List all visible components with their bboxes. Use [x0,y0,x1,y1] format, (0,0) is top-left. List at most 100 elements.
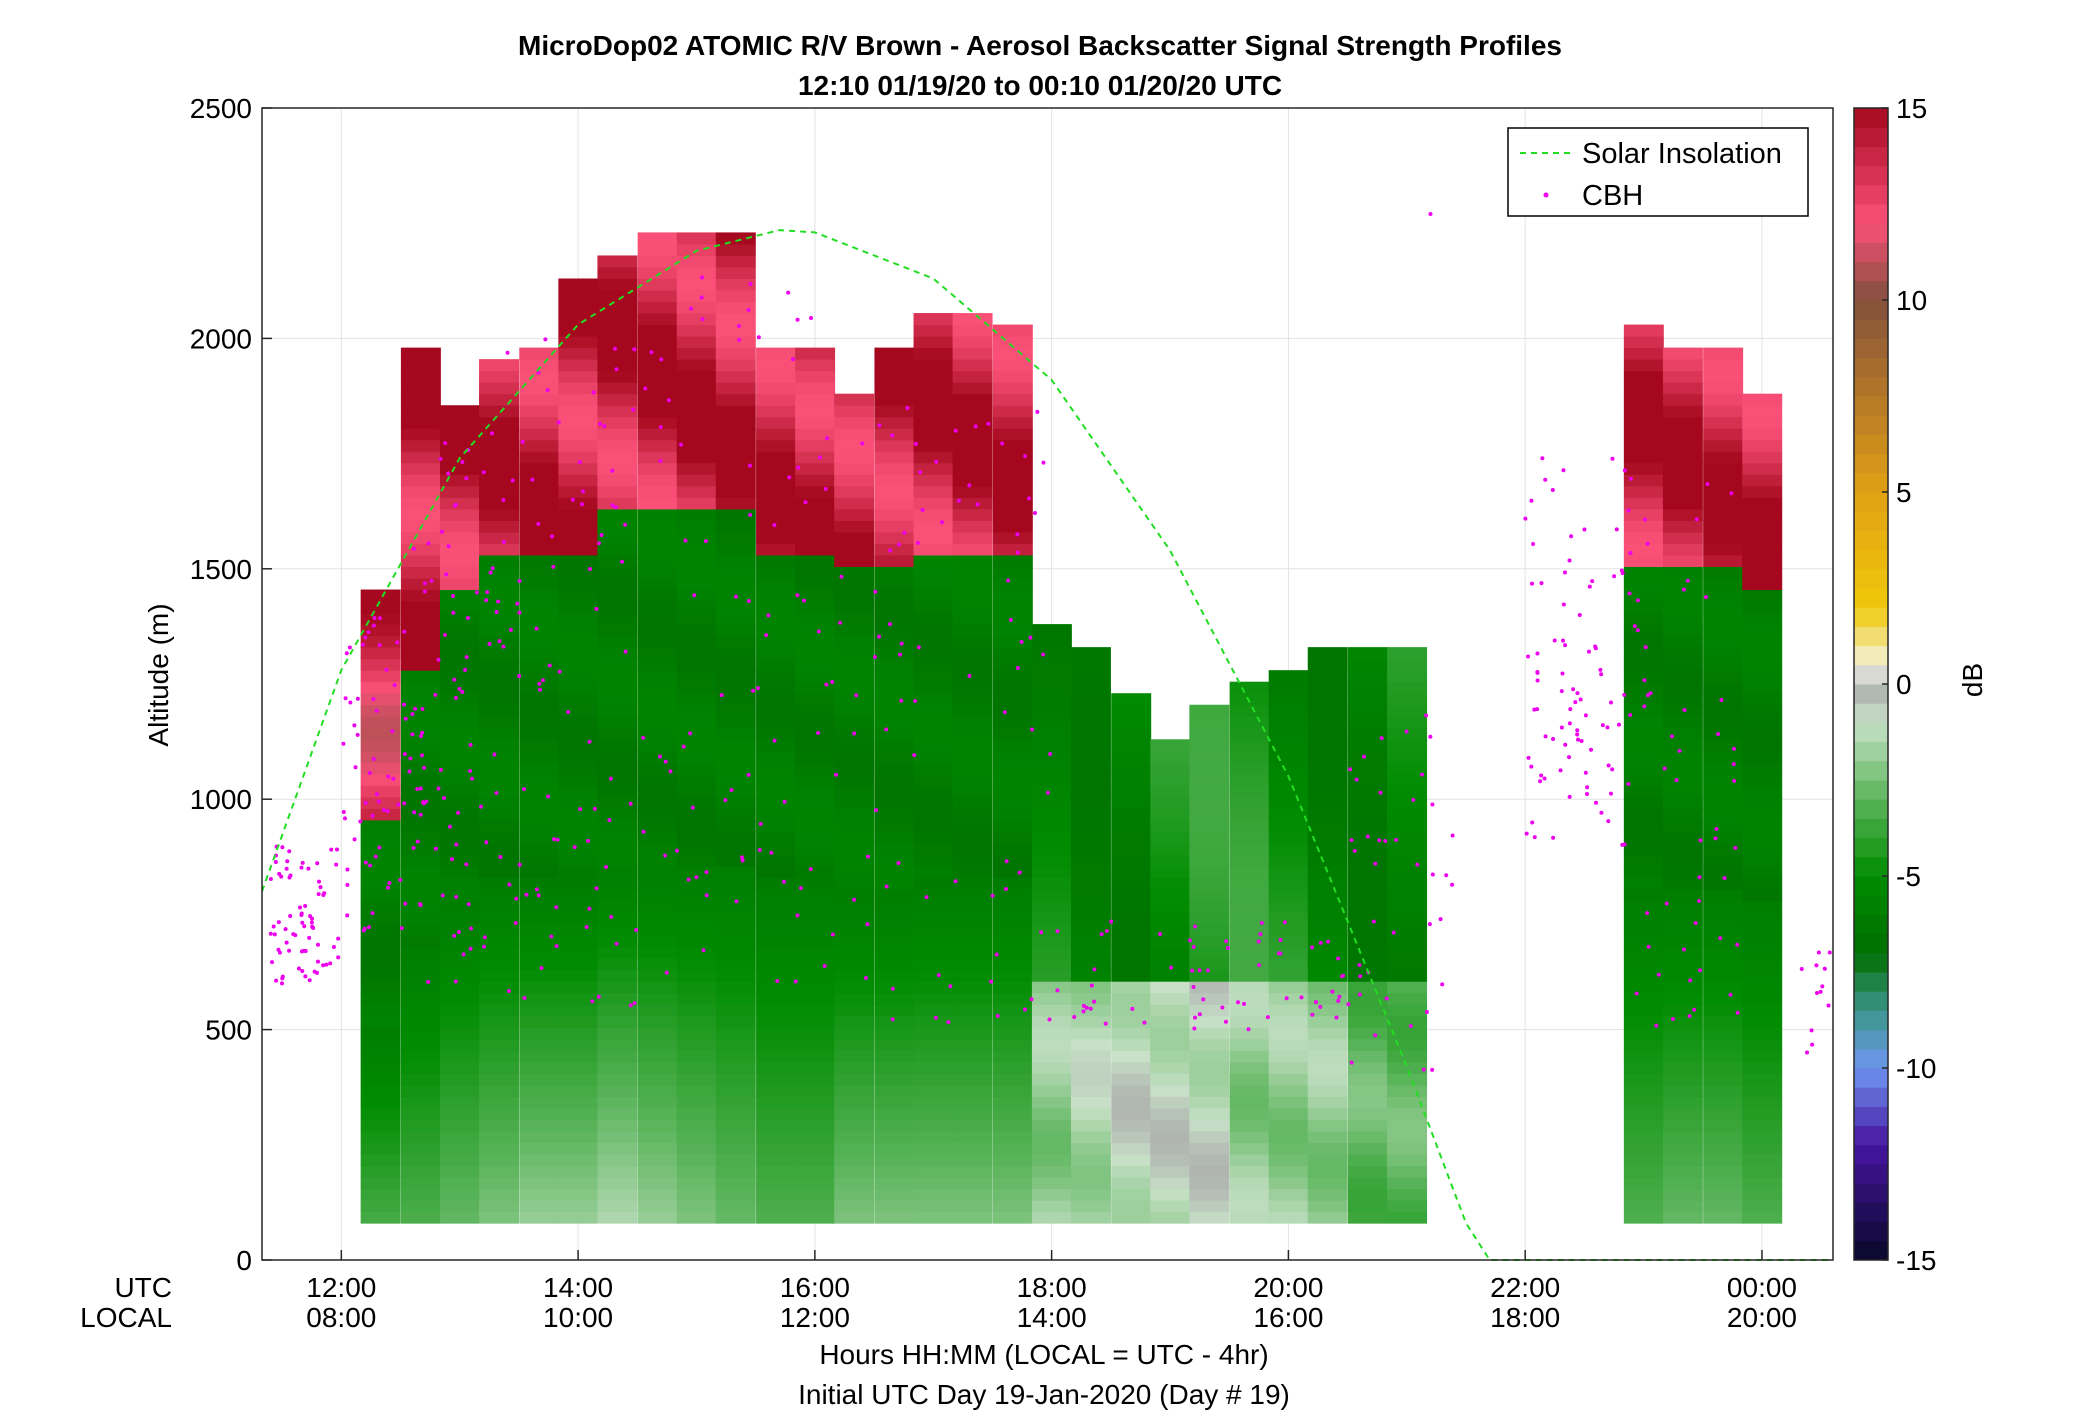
heatmap-cell [597,301,638,314]
heatmap-cell [400,1015,441,1028]
heatmap-cell [558,382,599,395]
heatmap-cell [558,854,599,867]
heatmap-cell [479,508,520,521]
cbh-point [1688,978,1693,983]
cbh-point [453,979,458,984]
heatmap-cell [1150,1119,1191,1132]
cbh-point [796,465,801,470]
y-tick-label: 0 [236,1245,252,1276]
heatmap-cell [558,589,599,602]
heatmap-cell [992,578,1033,591]
heatmap-cell [834,1050,875,1063]
heatmap-cell [1307,1165,1348,1178]
heatmap-cell [715,266,756,279]
heatmap-cell [1348,1142,1388,1155]
heatmap-cell [1623,554,1664,567]
colorbar-segment [1854,204,1888,224]
heatmap-cell [676,739,717,752]
colorbar-tick-label: -15 [1896,1245,1936,1276]
heatmap-cell [676,232,717,245]
heatmap-cell [992,485,1033,498]
heatmap-cell [795,543,836,556]
heatmap-cell [637,670,678,683]
cbh-point [336,936,341,941]
cbh-point [408,756,413,761]
heatmap-cell [992,428,1033,441]
cbh-point [934,459,939,464]
heatmap-cell [479,382,520,395]
heatmap-cell [992,1004,1033,1017]
cbh-point [772,523,777,528]
heatmap-cell [479,935,520,948]
heatmap-cell [558,819,599,832]
heatmap-cell [1623,451,1664,464]
heatmap-cell [676,658,717,671]
heatmap-cell [715,497,756,510]
heatmap-cell [360,785,401,798]
heatmap-cell [400,1027,441,1040]
heatmap-cell [834,485,875,498]
colorbar-segment [1854,837,1888,858]
cbh-point [739,855,744,860]
heatmap-cell [756,635,797,648]
heatmap-cell [1031,1154,1072,1167]
heatmap-cell [1229,1165,1270,1178]
heatmap-cell [676,900,717,913]
heatmap-cell [756,601,797,614]
heatmap-cell [676,1050,717,1063]
heatmap-cell [1742,1096,1783,1109]
heatmap-cell [439,531,480,544]
heatmap-cell [400,969,441,982]
heatmap-cell [1742,1119,1783,1132]
heatmap-cell [1150,900,1191,913]
heatmap-cell [992,819,1033,832]
heatmap-cell [1703,347,1744,360]
heatmap-cell [834,624,875,637]
heatmap-cell [1189,1084,1230,1097]
heatmap-cell [558,912,599,925]
heatmap-cell [1307,693,1348,706]
cbh-point [395,640,400,645]
cbh-point [392,683,397,688]
cbh-point [915,540,920,545]
heatmap-cell [597,1096,638,1109]
cbh-point [737,337,742,342]
cbh-point [1569,534,1574,539]
heatmap-cell [1387,819,1428,832]
heatmap-cell [992,612,1033,625]
heatmap-cell [1742,1038,1783,1051]
colorbar-segment [1854,588,1888,608]
cbh-point [1526,654,1531,659]
heatmap-cell [1623,1073,1664,1086]
heatmap-cell [913,912,954,925]
heatmap-cell [756,923,797,936]
heatmap-cell [597,969,638,982]
cbh-point [1430,1067,1435,1072]
cbh-point [1567,755,1572,760]
heatmap-cell [992,1154,1033,1167]
cbh-point [415,839,420,844]
colorbar-segment [1854,165,1888,186]
heatmap-cell [1070,1200,1111,1213]
cbh-point [1578,697,1583,702]
heatmap-cell [913,612,954,625]
heatmap-cell [479,520,520,533]
heatmap-cell [1662,866,1703,879]
heatmap-cell [913,1165,954,1178]
heatmap-cell [676,1130,717,1143]
cbh-point [1197,968,1202,973]
cbh-point [1698,968,1703,973]
heatmap-cell [952,531,993,544]
cbh-point [268,876,273,881]
heatmap-cell [597,1200,638,1213]
cbh-point [423,581,428,586]
heatmap-cell [756,958,797,971]
heatmap-cell [1150,923,1191,936]
heatmap-cell [400,923,441,936]
heatmap-cell [715,1027,756,1040]
heatmap-cell [439,1038,480,1051]
heatmap-cell [1703,370,1744,383]
heatmap-cell [479,658,520,671]
cbh-point [1814,963,1819,968]
heatmap-cell [715,877,756,890]
